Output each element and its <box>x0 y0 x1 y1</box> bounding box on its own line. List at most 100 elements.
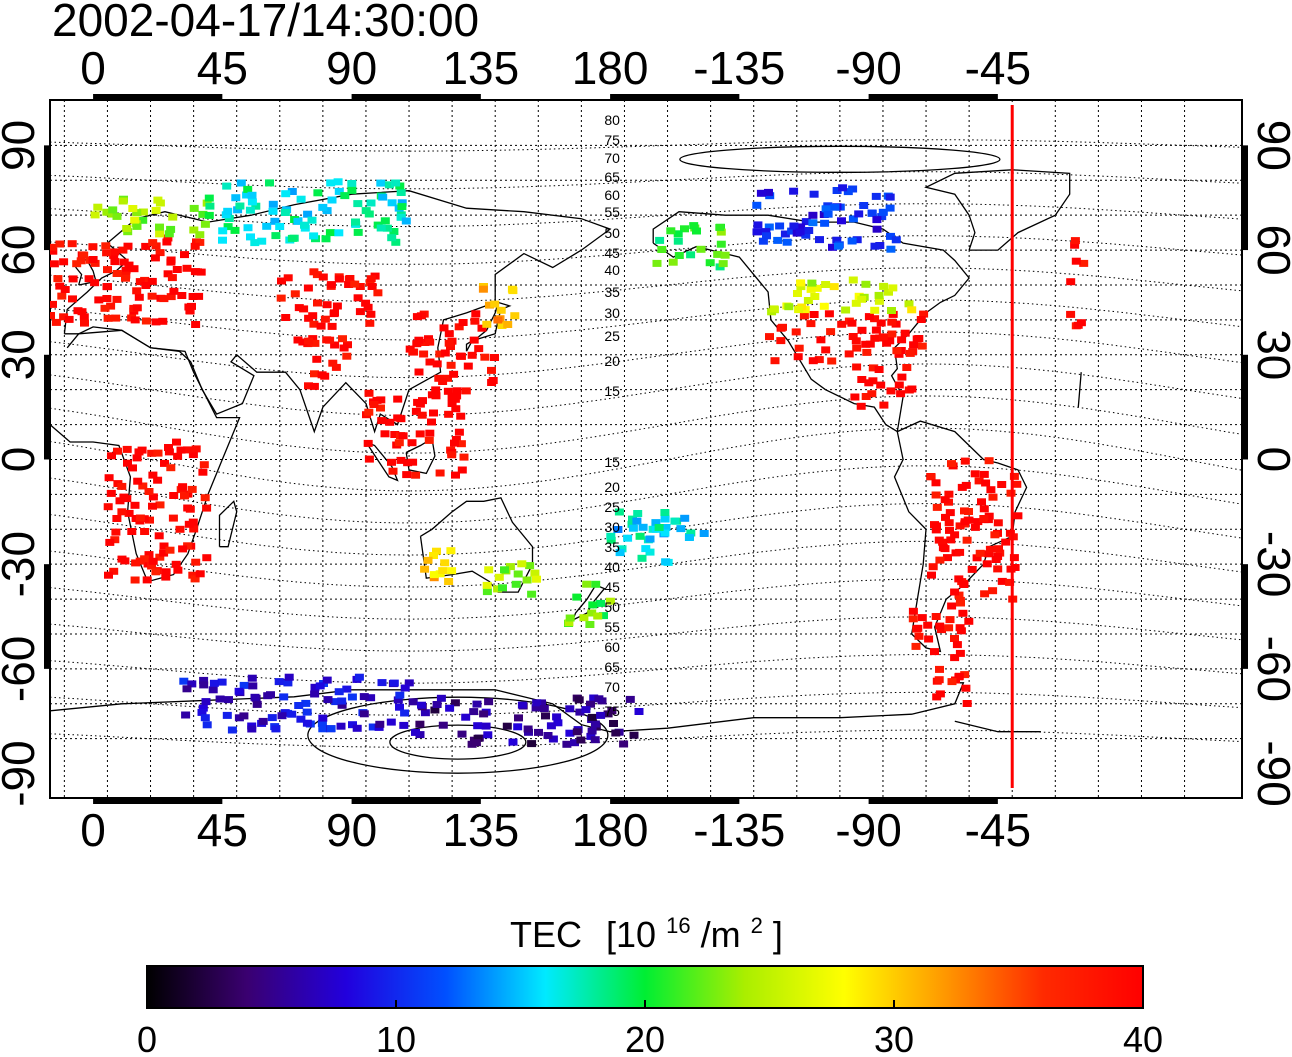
top-longitude-label: -90 <box>835 42 901 94</box>
tec-cell-caribbean <box>857 376 867 383</box>
tec-cell-alaska <box>713 250 723 258</box>
tec-cell-siberia-north <box>378 193 388 201</box>
tec-cell-antarctica-ross <box>581 706 591 714</box>
colorbar-title: TEC [10 16 /m 2 ] <box>510 900 783 955</box>
tec-cell-pacific-south <box>638 523 648 531</box>
tec-cell-antarctica-east <box>368 723 378 731</box>
tec-cell-africa <box>147 449 157 457</box>
tec-cell-europe <box>79 313 89 321</box>
tec-cell-antarctica-ross <box>537 699 546 707</box>
tec-cell-europe <box>191 321 201 328</box>
tec-cell-se-asia <box>417 411 427 419</box>
tec-cell-se-asia <box>451 405 461 413</box>
magnetic-contour <box>50 203 1242 228</box>
tec-cell-antarctica-east <box>208 686 218 694</box>
tec-cell-antarctica-ross <box>634 708 644 715</box>
tec-cell-north-america <box>847 319 857 327</box>
tec-cell-new-zealand <box>605 597 615 605</box>
tec-cell-north-canada <box>852 236 862 244</box>
tec-cell-east-asia <box>469 336 479 344</box>
tec-cell-africa <box>180 492 189 500</box>
tec-cell-east-asia <box>425 358 435 366</box>
tec-cell-central-asia <box>365 279 375 287</box>
tec-cell-antarctica-ross <box>552 713 562 721</box>
tec-cell-africa <box>187 485 197 493</box>
tec-cell-scandinavia <box>155 223 164 231</box>
tec-cell-central-asia <box>366 310 376 318</box>
tec-cell-pacific-south <box>645 535 655 543</box>
tec-cell-siberia-north <box>270 217 280 225</box>
tec-cell-alaska <box>674 252 684 259</box>
tec-cell-alaska <box>657 246 667 253</box>
tec-cell-siberia-north <box>262 222 272 230</box>
tec-cell-east-asia <box>408 348 418 356</box>
contour-label-south: 45 <box>604 579 620 595</box>
tec-cell-east-asia <box>488 377 498 384</box>
tec-cell-north-america <box>808 357 818 365</box>
tec-cell-north-america <box>916 316 926 323</box>
left-latitude-label: 30 <box>0 329 44 380</box>
tec-cell-se-asia <box>377 417 387 425</box>
tec-cell-east-asia <box>455 352 465 360</box>
left-latitude-label: 0 <box>0 447 44 473</box>
tec-cell-europe <box>121 266 131 274</box>
tec-cell-antarctica-east <box>393 696 403 704</box>
tec-cell-se-asia <box>385 418 395 426</box>
tec-cell-siberia-north <box>281 190 291 198</box>
tec-cell-scandinavia <box>189 204 199 212</box>
tec-cell-siberia-north <box>235 202 245 210</box>
tec-cell-europe <box>88 256 98 263</box>
tec-cell-antarctica-east <box>331 698 341 706</box>
tec-cell-europe <box>135 278 145 286</box>
bottom-longitude-label: 0 <box>80 804 106 856</box>
colorbar-tick-label: 40 <box>1123 1019 1163 1057</box>
tec-cell-india <box>310 370 319 378</box>
tec-cell-south-america <box>981 479 991 487</box>
top-longitude-label: -135 <box>693 42 785 94</box>
tec-cell-north-america <box>894 350 904 358</box>
tec-cell-south-america <box>997 577 1007 585</box>
tec-cell-siberia-north <box>391 238 401 246</box>
tec-cell-south-america <box>950 588 960 596</box>
tec-cell-new-zealand <box>565 614 575 622</box>
tec-cell-siberia-north <box>231 194 241 202</box>
tec-cell-north-america <box>909 341 919 349</box>
contour-label-north: 30 <box>604 305 620 321</box>
tec-cell-north-canada <box>886 245 896 253</box>
tec-cell-africa <box>148 502 157 510</box>
tec-cell-europe <box>141 282 151 289</box>
left-latitude-label: -90 <box>0 740 44 806</box>
tec-cell-patagonia <box>923 621 933 629</box>
contour-label-north: 20 <box>604 353 620 369</box>
tec-cell-canada <box>806 285 816 293</box>
tec-cell-india <box>322 336 332 344</box>
tec-cell-antarctica-ross <box>587 727 597 735</box>
tec-cell-antarctica-ross <box>432 701 442 708</box>
tec-cell-caribbean <box>868 364 878 372</box>
tec-cell-antarctica-ross <box>589 694 599 702</box>
tec-cell-siberia-north <box>353 228 363 236</box>
tec-cell-antarctica-ross <box>574 696 584 704</box>
tec-cell-europe <box>147 277 157 285</box>
tec-cell-antarctica-east <box>322 676 332 684</box>
tec-cell-antarctica-ross <box>532 699 542 707</box>
tec-cell-siberia-north <box>303 210 313 218</box>
tec-cell-south-america <box>1001 538 1011 546</box>
tec-cell-antarctica-east <box>209 679 219 687</box>
tec-cell-new-zealand <box>591 580 601 588</box>
bottom-longitude-label: -90 <box>835 804 901 856</box>
tec-cell-se-asia <box>376 396 386 404</box>
tec-cell-africa <box>159 549 169 557</box>
tec-cell-south-america <box>970 523 980 531</box>
tec-cell-africa <box>165 546 175 554</box>
tec-cell-antarctica-east <box>287 710 297 718</box>
tec-cell-antarctica-ross <box>502 722 512 730</box>
tec-cell-australia-west <box>440 559 450 567</box>
tec-cell-patagonia <box>944 624 954 632</box>
tec-cell-africa <box>184 520 194 528</box>
tec-cell-se-asia <box>396 415 406 423</box>
tec-cell-patagonia <box>908 615 918 623</box>
tec-cell-se-asia <box>402 471 412 479</box>
tec-cell-australia-south <box>498 584 507 592</box>
tec-cell-scandinavia <box>128 205 138 212</box>
